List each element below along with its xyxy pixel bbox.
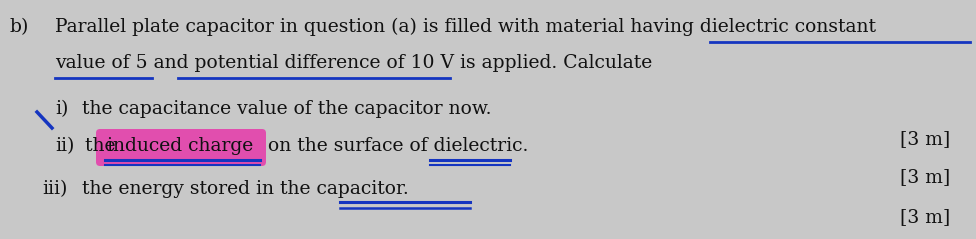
Text: the capacitance value of the capacitor now.: the capacitance value of the capacitor n… — [82, 100, 492, 118]
Text: Parallel plate capacitor in question (a) is filled with material having dielectr: Parallel plate capacitor in question (a)… — [55, 18, 876, 36]
FancyBboxPatch shape — [96, 129, 266, 166]
Text: value of 5 and potential difference of 10 V is applied. Calculate: value of 5 and potential difference of 1… — [55, 54, 652, 72]
Text: i): i) — [55, 100, 68, 118]
Text: [3 m]: [3 m] — [900, 130, 951, 148]
Text: [3 m]: [3 m] — [900, 168, 951, 186]
Text: the: the — [85, 137, 121, 155]
Text: ii): ii) — [55, 137, 74, 155]
Text: induced charge: induced charge — [107, 137, 253, 155]
Text: the energy stored in the capacitor.: the energy stored in the capacitor. — [82, 180, 409, 198]
Text: on the surface of dielectric.: on the surface of dielectric. — [262, 137, 528, 155]
Text: b): b) — [10, 18, 29, 36]
Text: iii): iii) — [42, 180, 67, 198]
Text: [3 m]: [3 m] — [900, 208, 951, 226]
